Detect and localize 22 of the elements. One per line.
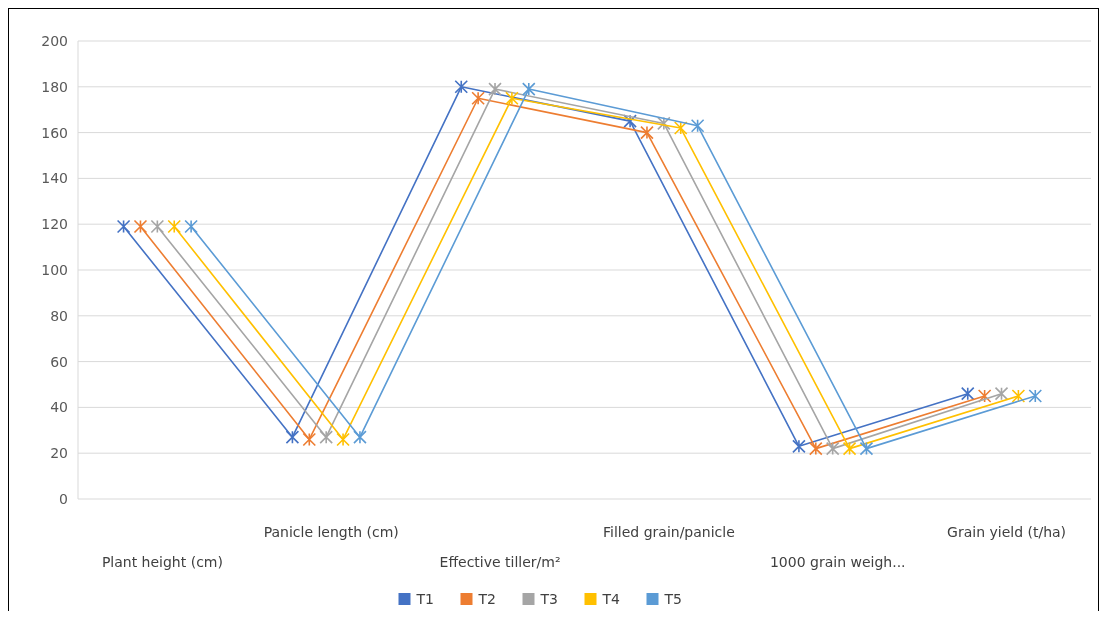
x-tick-label: Grain yield (t/ha) bbox=[947, 524, 1067, 540]
x-tick-label: Panicle length (cm) bbox=[263, 524, 399, 540]
y-tick-label: 80 bbox=[50, 307, 68, 324]
legend-label: T3 bbox=[539, 590, 558, 607]
y-tick-label: 40 bbox=[50, 399, 68, 416]
x-tick-label: Filled grain/panicle bbox=[603, 524, 735, 540]
x-tick-label: 1000 grain weigh... bbox=[769, 554, 906, 570]
y-tick-label: 20 bbox=[50, 445, 68, 462]
y-tick-label: 200 bbox=[41, 32, 68, 49]
legend-label: T4 bbox=[601, 590, 621, 607]
y-tick-label: 140 bbox=[41, 170, 68, 187]
y-tick-label: 100 bbox=[41, 261, 68, 278]
legend-label: T1 bbox=[415, 590, 434, 607]
y-tick-label: 0 bbox=[59, 490, 68, 507]
legend-label: T5 bbox=[663, 590, 682, 607]
y-tick-label: 160 bbox=[41, 124, 68, 141]
y-tick-label: 120 bbox=[41, 216, 68, 233]
x-tick-label: Plant height (cm) bbox=[101, 554, 223, 570]
y-tick-label: 180 bbox=[41, 78, 68, 95]
x-tick-label: Effective tiller/m² bbox=[439, 554, 561, 570]
legend-label: T2 bbox=[477, 590, 496, 607]
y-tick-label: 60 bbox=[50, 353, 68, 370]
